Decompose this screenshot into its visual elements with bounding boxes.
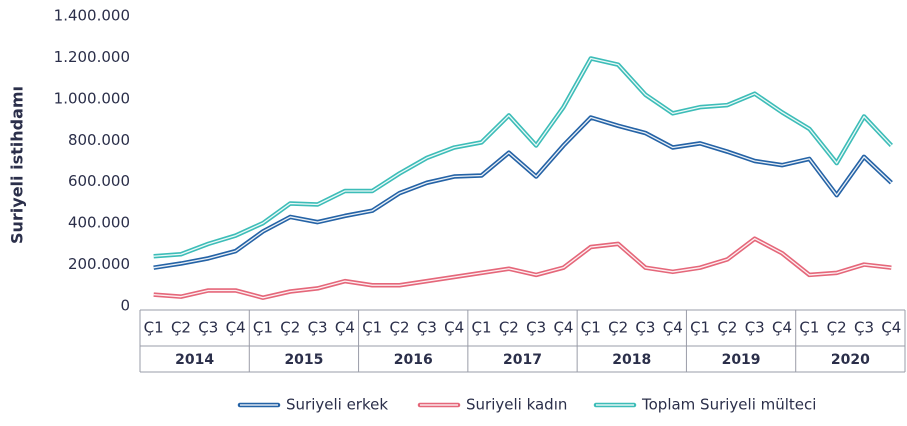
x-tick-label: Ç3 [745, 319, 765, 337]
group-label: 2017 [503, 352, 542, 368]
series-line-highlight [153, 116, 892, 269]
y-axis-label: Suriyeli istihdamı [8, 86, 27, 244]
y-tick-label: 400.000 [68, 214, 130, 232]
x-tick-label: Ç1 [799, 319, 819, 337]
x-tick-label: Ç3 [854, 319, 874, 337]
y-tick-label: 1.000.000 [54, 89, 130, 107]
x-tick-label: Ç1 [690, 319, 710, 337]
x-tick-label: Ç3 [417, 319, 437, 337]
series-line [153, 115, 893, 270]
x-tick-label: Ç3 [635, 319, 655, 337]
x-tick-label: Ç4 [444, 319, 464, 337]
x-tick-label: Ç1 [144, 319, 164, 337]
x-tick-label: Ç2 [608, 319, 628, 337]
group-label: 2015 [284, 352, 323, 368]
group-label: 2020 [831, 352, 870, 368]
x-tick-label: Ç4 [335, 319, 355, 337]
series-line-highlight [153, 238, 892, 299]
x-tick-label: Ç3 [198, 319, 218, 337]
legend-label: Toplam Suriyeli mülteci [641, 396, 816, 414]
series-line [153, 236, 892, 300]
x-tick-label: Ç4 [881, 319, 901, 337]
x-tick-label: Ç2 [827, 319, 847, 337]
series-line [153, 56, 893, 259]
x-tick-label: Ç2 [171, 319, 191, 337]
group-label: 2018 [612, 352, 651, 368]
x-tick-label: Ç4 [663, 319, 683, 337]
x-tick-label: Ç2 [499, 319, 519, 337]
y-tick-label: 0 [120, 297, 130, 315]
series-line-highlight [153, 57, 892, 257]
x-tick-label: Ç1 [253, 319, 273, 337]
x-tick-label: Ç1 [362, 319, 382, 337]
y-tick-label: 600.000 [68, 172, 130, 190]
x-tick-label: Ç2 [390, 319, 410, 337]
x-tick-label: Ç3 [308, 319, 328, 337]
group-label: 2014 [175, 352, 214, 368]
x-tick-label: Ç2 [717, 319, 737, 337]
legend-label: Suriyeli kadın [466, 396, 567, 414]
x-tick-label: Ç1 [472, 319, 492, 337]
x-tick-label: Ç1 [581, 319, 601, 337]
y-tick-label: 1.400.000 [54, 7, 130, 25]
y-tick-label: 1.200.000 [54, 48, 130, 66]
x-tick-label: Ç4 [226, 319, 246, 337]
x-tick-label: Ç4 [772, 319, 792, 337]
x-tick-label: Ç2 [280, 319, 300, 337]
y-tick-label: 200.000 [68, 255, 130, 273]
group-label: 2019 [722, 352, 761, 368]
group-label: 2016 [394, 352, 433, 368]
x-tick-label: Ç4 [553, 319, 573, 337]
y-tick-label: 800.000 [68, 131, 130, 149]
x-tick-label: Ç3 [526, 319, 546, 337]
legend-label: Suriyeli erkek [286, 396, 388, 414]
